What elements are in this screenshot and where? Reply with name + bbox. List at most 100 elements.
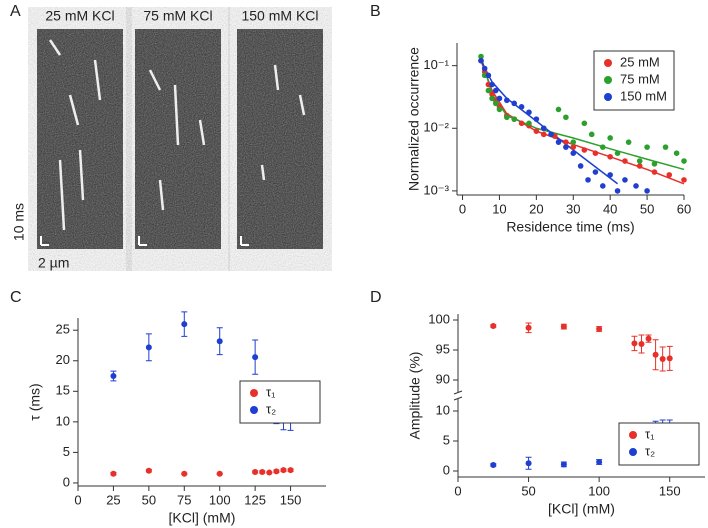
data-point xyxy=(570,150,577,156)
y-tick-label: 25 xyxy=(56,322,70,337)
x-tick-label: 0 xyxy=(454,483,461,498)
data-point xyxy=(631,340,638,347)
legend-marker xyxy=(250,406,258,414)
data-point xyxy=(585,177,591,183)
y-tick-label: 0 xyxy=(443,462,450,477)
data-point xyxy=(280,467,287,474)
data-point xyxy=(145,467,152,474)
x-tick-label: 125 xyxy=(244,492,266,507)
data-point xyxy=(592,150,599,156)
data-point xyxy=(489,91,495,98)
data-point xyxy=(496,106,503,113)
legend-marker xyxy=(604,76,612,84)
data-point xyxy=(644,144,650,150)
data-point xyxy=(596,326,603,332)
data-point xyxy=(599,183,606,189)
legend-label: τ₁ xyxy=(645,426,655,441)
data-point xyxy=(526,120,532,127)
data-point xyxy=(645,335,652,342)
data-point xyxy=(596,459,603,465)
data-point xyxy=(181,321,188,328)
y-tick-label: 100 xyxy=(428,311,450,326)
data-point xyxy=(540,131,547,138)
data-point xyxy=(636,158,643,164)
legend-box xyxy=(618,422,700,466)
y-tick-label: 10⁻³ xyxy=(423,182,449,197)
legend-label: τ₁ xyxy=(266,384,276,399)
data-point xyxy=(622,158,628,164)
data-point xyxy=(489,81,495,88)
data-point xyxy=(181,470,188,477)
panel-label: A xyxy=(10,3,21,20)
legend-label: 25 mM xyxy=(620,54,660,69)
data-point xyxy=(581,120,588,127)
y-tick-label: 15 xyxy=(56,383,70,398)
legend-marker xyxy=(629,448,637,456)
space-scale: 2 µm xyxy=(38,255,69,271)
data-point xyxy=(636,163,643,169)
data-point xyxy=(681,177,687,183)
legend-label: 75 mM xyxy=(620,71,660,86)
data-point xyxy=(563,139,569,145)
data-point xyxy=(652,351,659,358)
data-point xyxy=(607,154,613,160)
data-point xyxy=(666,355,673,362)
x-tick-label: 150 xyxy=(659,483,681,498)
x-tick-label: 100 xyxy=(588,483,610,498)
data-point xyxy=(560,461,567,468)
data-point xyxy=(478,53,484,60)
data-point xyxy=(540,125,547,132)
x-tick-label: 10 xyxy=(492,201,506,216)
data-point xyxy=(625,139,632,145)
data-point xyxy=(651,161,658,167)
data-point xyxy=(622,177,628,183)
data-point xyxy=(216,470,223,477)
data-point xyxy=(266,469,273,476)
data-point xyxy=(145,344,152,351)
data-point xyxy=(607,172,613,178)
data-point xyxy=(492,87,499,94)
data-point xyxy=(490,462,497,468)
data-point xyxy=(588,131,595,138)
data-point xyxy=(273,468,280,475)
data-point xyxy=(252,468,259,475)
data-point xyxy=(651,169,658,175)
data-point xyxy=(548,131,554,138)
time-scale: 10 ms xyxy=(11,203,27,241)
x-tick-label: 0 xyxy=(74,492,81,507)
y-tick-label: 20 xyxy=(56,352,70,367)
data-point xyxy=(633,183,639,189)
data-point xyxy=(478,57,484,64)
axis-break xyxy=(453,390,463,401)
data-point xyxy=(614,188,621,194)
x-tick-label: 25 xyxy=(106,492,120,507)
x-tick-label: 30 xyxy=(566,201,580,216)
y-tick-label: 95 xyxy=(436,341,450,356)
data-point xyxy=(492,100,499,107)
x-tick-label: 75 xyxy=(177,492,191,507)
data-point xyxy=(525,324,532,331)
kymograph xyxy=(37,29,123,249)
data-point xyxy=(485,72,492,79)
y-tick-label: 10 xyxy=(56,413,70,428)
panel-label: C xyxy=(10,289,22,306)
data-point xyxy=(555,106,562,113)
y-axis-label: Amplitude (%) xyxy=(407,352,423,440)
data-point xyxy=(489,95,495,102)
kymograph xyxy=(237,29,323,249)
data-point xyxy=(504,114,510,121)
x-tick-label: 20 xyxy=(529,201,543,216)
data-point xyxy=(644,188,650,194)
data-point xyxy=(511,116,518,122)
x-tick-label: 150 xyxy=(280,492,302,507)
x-axis-label: Residence time (ms) xyxy=(506,219,634,235)
data-point xyxy=(110,470,117,477)
data-point xyxy=(533,116,540,122)
data-point xyxy=(563,144,569,150)
data-point xyxy=(287,467,294,474)
x-tick-label: 50 xyxy=(142,492,156,507)
data-point xyxy=(110,373,117,380)
data-point xyxy=(518,120,525,127)
data-point xyxy=(504,97,510,104)
